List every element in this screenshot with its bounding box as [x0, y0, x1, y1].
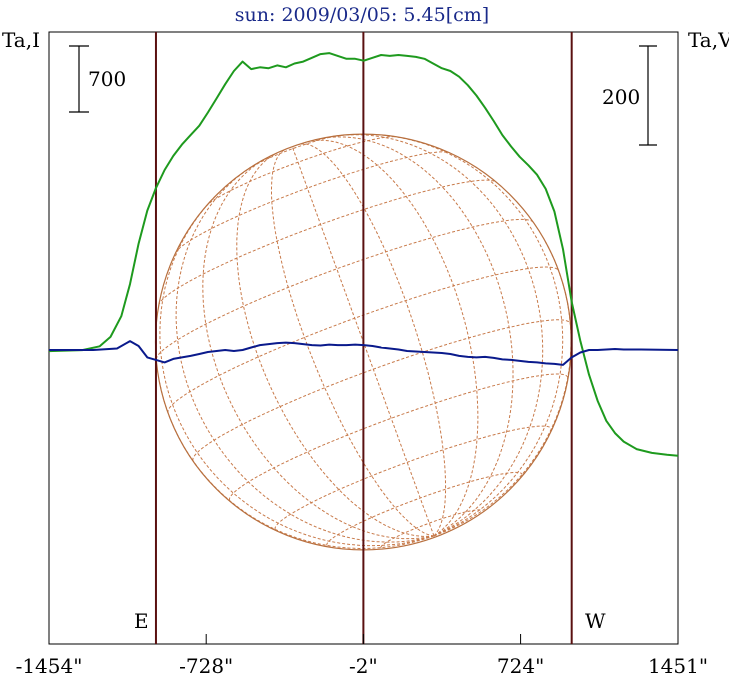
- series-group: [48, 52, 679, 457]
- solar-disk: [154, 133, 572, 551]
- latitude-line: [192, 319, 571, 461]
- limb-label-east: E: [134, 609, 149, 633]
- longitude-line: [300, 143, 447, 537]
- x-axis-ticks: -1454" -728" -2" 724" 1451": [16, 634, 708, 678]
- series-line-polarization: [49, 340, 679, 366]
- latitude-line: [274, 425, 552, 530]
- series-line-intensity: [48, 52, 679, 457]
- longitude-line: [291, 146, 435, 537]
- marker-lines: [154, 32, 573, 644]
- longitude-line: [271, 149, 435, 537]
- right-scale-label: 200: [602, 85, 640, 109]
- longitude-line: [374, 134, 564, 537]
- longitude-line: [236, 152, 435, 537]
- right-axis-label: Ta,V: [688, 28, 729, 52]
- chart-title: sun: 2009/03/05: 5.45[cm]: [235, 4, 489, 26]
- x-tick-label: -1454": [16, 654, 83, 678]
- x-tick-label: 1451": [648, 654, 708, 678]
- left-scale-label: 700: [88, 67, 126, 91]
- longitude-line: [159, 189, 435, 547]
- longitude-line: [328, 134, 544, 537]
- x-tick-label: -728": [179, 654, 233, 678]
- longitude-line: [202, 155, 435, 540]
- longitude-line: [158, 381, 435, 550]
- longitude-line: [307, 139, 479, 537]
- latitude-line: [175, 151, 451, 254]
- limb-label-west: W: [585, 609, 606, 633]
- longitude-line: [175, 162, 435, 543]
- x-tick-label: 724": [497, 654, 544, 678]
- right-scale-bar: [639, 45, 657, 146]
- left-axis-label: Ta,I: [2, 28, 40, 52]
- latitude-line: [326, 471, 523, 546]
- x-tick-label: -2": [349, 654, 378, 678]
- left-scale-bar: [69, 45, 89, 113]
- longitude-line: [314, 136, 514, 537]
